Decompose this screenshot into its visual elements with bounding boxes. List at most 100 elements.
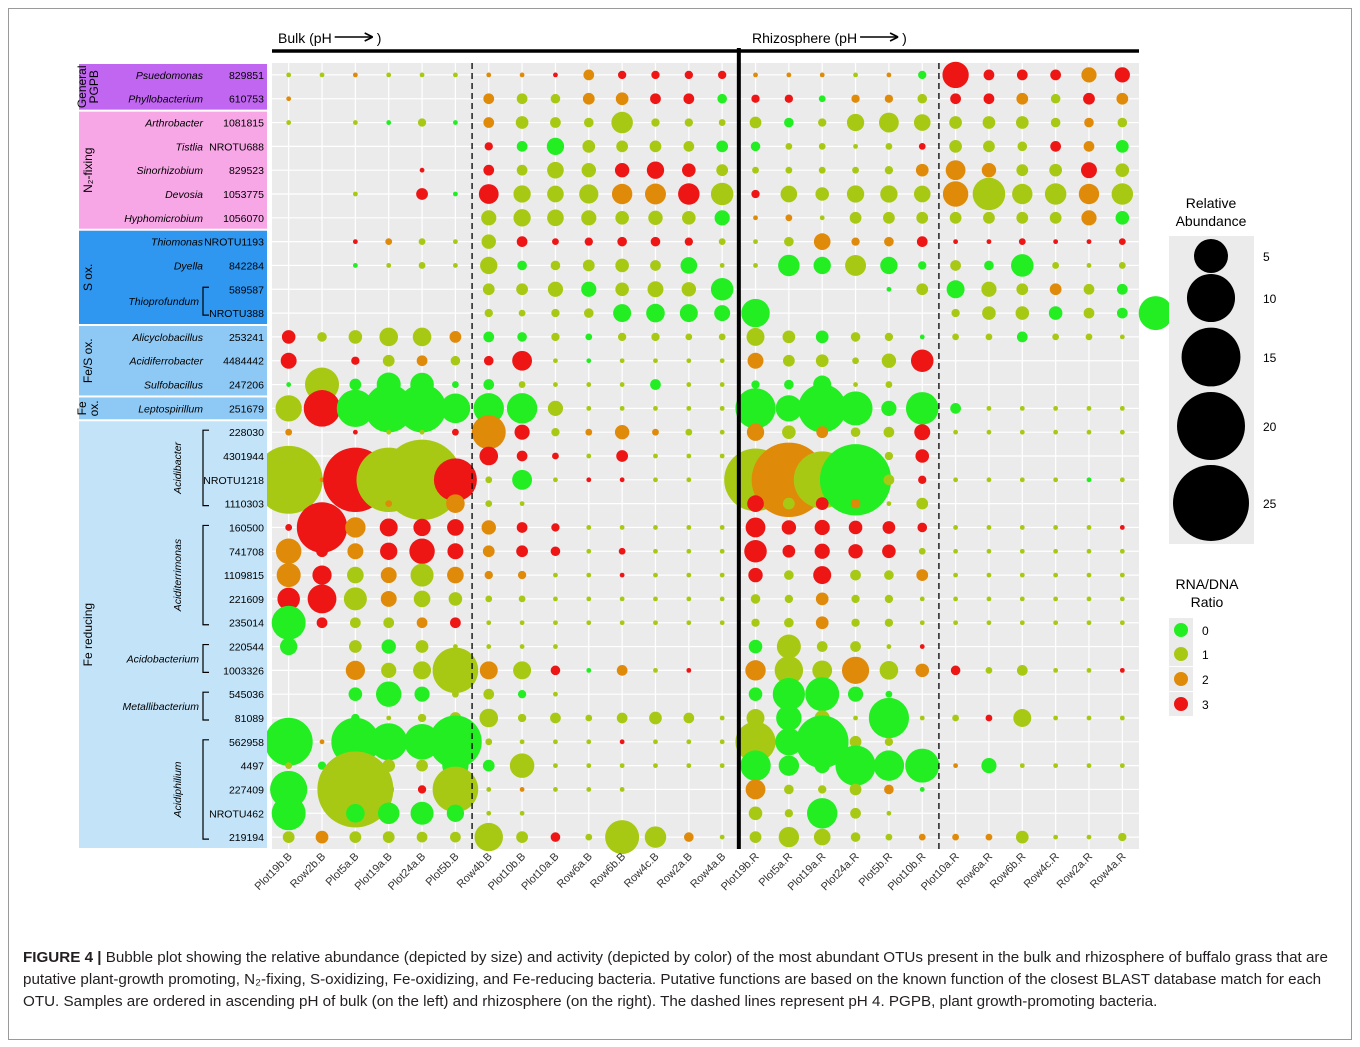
bubble bbox=[775, 395, 803, 422]
bubble bbox=[647, 281, 664, 298]
bubble bbox=[1115, 140, 1129, 153]
bubble bbox=[653, 405, 658, 411]
bubble bbox=[512, 469, 533, 490]
bubble bbox=[1019, 763, 1025, 769]
bubble bbox=[550, 712, 561, 724]
otu-label: 221609 bbox=[229, 594, 264, 606]
bubble bbox=[1050, 140, 1062, 152]
bubble bbox=[1119, 620, 1125, 626]
bubble bbox=[681, 282, 697, 297]
bubble bbox=[886, 72, 892, 78]
bubble bbox=[619, 787, 625, 792]
bubble bbox=[348, 330, 363, 344]
legend-color-dot bbox=[1174, 697, 1188, 711]
bubble bbox=[349, 617, 361, 629]
bubble bbox=[835, 745, 876, 786]
bubble bbox=[486, 620, 492, 626]
bubble bbox=[550, 260, 561, 271]
bubble bbox=[1086, 596, 1092, 602]
bubble bbox=[986, 405, 992, 411]
bubble bbox=[1117, 117, 1128, 128]
bubble bbox=[550, 93, 561, 104]
bubble bbox=[316, 617, 328, 629]
bubble bbox=[317, 751, 394, 828]
bubble bbox=[452, 428, 459, 436]
bubble bbox=[611, 183, 633, 205]
bubble bbox=[512, 350, 533, 371]
bubble bbox=[275, 538, 302, 564]
group-box bbox=[79, 230, 267, 324]
bubble bbox=[453, 263, 458, 268]
bubble bbox=[886, 501, 892, 507]
genus-bracket bbox=[202, 643, 209, 673]
bubble bbox=[884, 236, 894, 247]
bubble bbox=[882, 544, 896, 559]
bubble bbox=[1116, 283, 1128, 295]
bubble bbox=[813, 233, 831, 250]
bubble bbox=[513, 661, 532, 680]
bubble bbox=[486, 810, 492, 816]
bubble bbox=[551, 308, 560, 318]
bubble bbox=[853, 715, 858, 721]
bubble bbox=[1048, 306, 1063, 320]
taxon-label: Devosia bbox=[165, 189, 203, 201]
bubble bbox=[751, 94, 760, 103]
bubble bbox=[429, 715, 482, 769]
bubble bbox=[1083, 307, 1095, 319]
genus-label: Acidiphilium bbox=[172, 761, 184, 818]
bubble bbox=[818, 166, 826, 174]
bubble bbox=[986, 429, 992, 435]
bubble bbox=[581, 162, 596, 178]
bubble bbox=[918, 142, 926, 150]
bubble bbox=[553, 739, 558, 745]
bubble bbox=[885, 381, 893, 388]
bubble bbox=[852, 357, 859, 365]
bubble bbox=[617, 70, 627, 80]
bubble bbox=[815, 330, 829, 344]
bubble bbox=[550, 832, 561, 842]
bubble bbox=[740, 750, 771, 781]
bubble bbox=[513, 185, 531, 203]
bubble bbox=[917, 522, 928, 533]
bubble bbox=[585, 428, 593, 436]
bubble bbox=[916, 569, 929, 581]
bubble bbox=[880, 185, 898, 203]
bubble bbox=[953, 548, 958, 554]
bubble bbox=[615, 258, 629, 273]
bubble bbox=[772, 678, 805, 711]
bubble bbox=[886, 810, 892, 816]
otu-label: 1003326 bbox=[223, 665, 264, 677]
bubble bbox=[653, 477, 658, 483]
bubble bbox=[417, 785, 427, 794]
bubble bbox=[849, 735, 862, 748]
bubble bbox=[784, 236, 794, 247]
bubble bbox=[719, 263, 725, 268]
bubble bbox=[519, 739, 525, 745]
bubble bbox=[1015, 830, 1029, 844]
bubble bbox=[481, 210, 497, 226]
bubble bbox=[846, 185, 865, 203]
bubble bbox=[416, 759, 428, 772]
bubble bbox=[586, 787, 592, 792]
bubble bbox=[485, 595, 493, 603]
taxon-label: Tistlia bbox=[176, 141, 203, 153]
bubble bbox=[983, 69, 995, 81]
bubble bbox=[553, 644, 558, 649]
bubble bbox=[951, 308, 960, 318]
bubble bbox=[884, 737, 894, 746]
bubble bbox=[550, 665, 561, 676]
otu-label: 562958 bbox=[229, 737, 264, 749]
bubble bbox=[884, 784, 894, 795]
bubble bbox=[285, 428, 293, 436]
legend-size-bubble bbox=[1177, 392, 1245, 460]
bubble bbox=[819, 444, 892, 516]
legend-size-title: Abundance bbox=[1176, 213, 1247, 229]
bubble bbox=[383, 617, 395, 629]
otu-label: 4497 bbox=[241, 761, 265, 773]
bubble bbox=[254, 445, 323, 514]
bubble bbox=[651, 118, 660, 127]
bubble bbox=[450, 617, 461, 629]
bubble bbox=[686, 620, 692, 626]
bubble bbox=[686, 739, 692, 745]
bubble bbox=[352, 191, 358, 197]
